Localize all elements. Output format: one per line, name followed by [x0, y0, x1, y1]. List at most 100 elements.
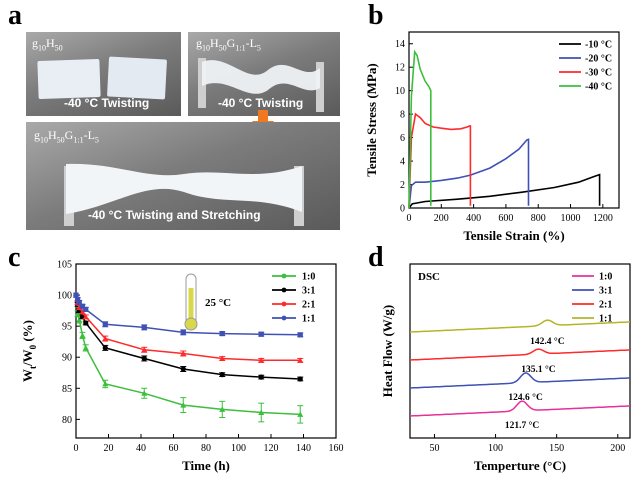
legend-label-2:1: 2:1 — [302, 300, 315, 311]
x-tick-label: 400 — [466, 213, 481, 224]
panel-label-b: b — [368, 0, 384, 31]
x-tick-label: 600 — [498, 213, 513, 224]
x-tick-label: 200 — [610, 443, 625, 454]
photo-3-sample-label: g10H50G1:1-L5 — [34, 128, 99, 145]
data-point — [102, 321, 108, 327]
tensile-chart: 0 200 400 600 800 1000 1200 0 2 4 6 8 10 12 14 Tensile … — [364, 31, 620, 243]
x-tick-label: 60 — [169, 443, 179, 454]
photo-stretched-film: g10H50G1:1-L5 -40 °C Twisting and Stretc… — [26, 122, 340, 230]
x-tick-label: 140 — [296, 443, 311, 454]
y-axis-label: Tensile Stress (MPa) — [364, 63, 379, 176]
data-point — [102, 335, 109, 342]
y-axis-label: Wt/W0 (%) — [20, 320, 38, 382]
data-point — [141, 390, 148, 396]
data-point — [180, 402, 187, 408]
stretched-film-drawing — [64, 163, 304, 226]
data-point — [73, 292, 79, 298]
series-line--30 °C — [408, 112, 472, 209]
data-point — [79, 332, 86, 338]
y-tick-label: 80 — [62, 415, 72, 426]
x-tick-label: 80 — [201, 443, 211, 454]
dsc-curve-1:1 — [409, 319, 631, 333]
legend-label-1:0: 1:0 — [302, 272, 315, 283]
y-axis-label: Heat Flow (W/g) — [380, 305, 395, 397]
data-point — [141, 324, 147, 330]
x-tick-label: 0 — [74, 443, 79, 454]
peak-label-1:0: 121.7 °C — [505, 420, 540, 431]
legend-label-1:0: 1:0 — [599, 272, 612, 283]
peak-label-3:1: 124.6 °C — [508, 392, 543, 403]
y-tick-label: 12 — [395, 63, 405, 74]
x-tick-label: 100 — [231, 443, 246, 454]
photo-twisted-film: g10H50G1:1-L5 -40 °C Twisting — [188, 32, 340, 116]
x-tick-label: 0 — [407, 213, 412, 224]
chart-title: DSC — [418, 271, 440, 283]
data-point — [141, 346, 148, 353]
thermometer-fill — [188, 288, 194, 322]
y-axis-label-sub: t — [28, 366, 38, 369]
data-point — [219, 406, 226, 412]
legend-label-2:1: 2:1 — [599, 300, 612, 311]
data-point — [74, 310, 81, 317]
data-point — [297, 332, 303, 338]
data-point — [102, 345, 108, 351]
legend-label-1:1: 1:1 — [599, 314, 612, 325]
data-point — [82, 313, 89, 320]
legend-marker — [281, 315, 287, 321]
series-line--10 °C — [408, 173, 601, 209]
x-tick-label: 100 — [488, 443, 503, 454]
x-tick-label: 160 — [329, 443, 344, 454]
legend-label--30 °C: -30 °C — [585, 68, 612, 79]
weight-retention-chart: 0 20 40 60 80 100 120 140 160 80 85 90 95 100 105 Time … — [20, 260, 344, 474]
y-tick-label: 100 — [57, 291, 72, 302]
peak-label-1:1: 142.4 °C — [530, 336, 565, 347]
data-point — [219, 372, 225, 378]
dsc-curve-1:0 — [409, 400, 631, 417]
data-point — [180, 366, 186, 372]
y-tick-label: 10 — [395, 86, 405, 97]
legend-label--20 °C: -20 °C — [585, 54, 612, 65]
legend-marker — [281, 287, 287, 293]
x-tick-label: 200 — [434, 213, 449, 224]
x-axis-label: Tensile Strain (%) — [463, 228, 564, 243]
dsc-chart: 50 100 150 200 121.7 °C 124.6 °C 135.1 °C 142.4… — [380, 263, 631, 473]
data-point — [75, 296, 81, 303]
data-point — [83, 320, 89, 326]
x-tick-label: 1200 — [593, 213, 613, 224]
data-point — [76, 299, 82, 306]
x-axis-label: Temperture (°C) — [474, 458, 566, 473]
legend-marker — [281, 273, 287, 279]
film-piece-left — [37, 58, 101, 100]
data-point — [180, 329, 186, 335]
y-tick-label: 14 — [395, 39, 405, 50]
data-point — [79, 308, 86, 315]
x-tick-label: 20 — [104, 443, 114, 454]
x-tick-label: 120 — [264, 443, 279, 454]
panel-label-a: a — [8, 0, 22, 31]
photo-plain-film: g10H50 -40 °C Twisting — [26, 32, 181, 116]
y-tick-label: 8 — [400, 110, 405, 121]
x-tick-label: 150 — [549, 443, 564, 454]
data-point — [258, 409, 265, 416]
panel-label-d: d — [368, 242, 384, 273]
y-axis-label-mid: /W — [20, 349, 35, 367]
y-tick-label: 6 — [400, 133, 405, 144]
photo-1-caption: -40 °C Twisting — [64, 96, 150, 110]
legend-label-3:1: 3:1 — [302, 286, 315, 297]
photo-2-caption: -40 °C Twisting — [218, 96, 304, 110]
photo-1-sample-label: g10H50 — [32, 36, 63, 53]
dsc-curve-3:1 — [409, 372, 631, 389]
series-line--40 °C — [408, 49, 432, 209]
data-point — [219, 331, 225, 337]
y-tick-label: 85 — [62, 384, 72, 395]
peak-label-2:1: 135.1 °C — [521, 364, 556, 375]
x-tick-label: 40 — [136, 443, 146, 454]
data-point — [83, 306, 89, 312]
legend-label--40 °C: -40 °C — [585, 82, 612, 93]
x-axis-label: Time (h) — [182, 458, 230, 473]
film-piece-right — [106, 56, 168, 100]
data-point — [76, 316, 83, 323]
x-tick-label: 1000 — [561, 213, 581, 224]
legend-label-1:1: 1:1 — [302, 314, 315, 325]
y-tick-label: 0 — [400, 204, 405, 215]
